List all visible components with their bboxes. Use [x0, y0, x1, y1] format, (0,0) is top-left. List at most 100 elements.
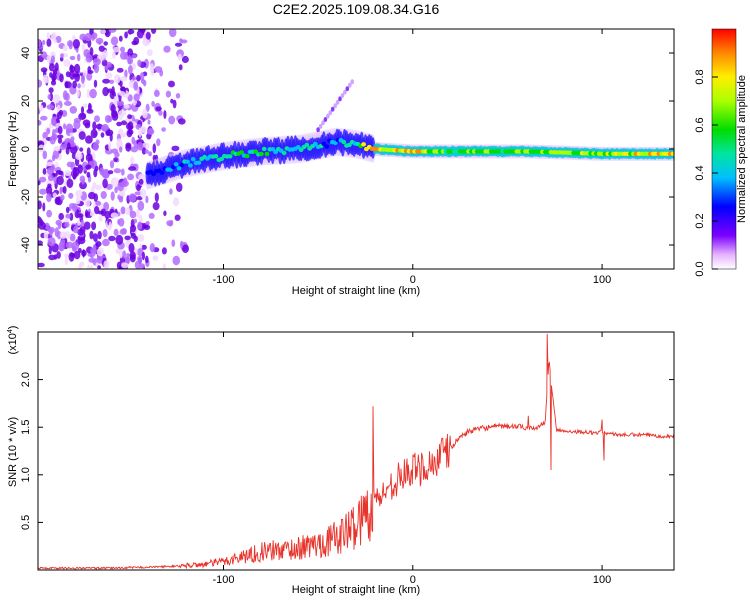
spectrogram-noise-cell — [152, 202, 160, 211]
spectrogram-ridge-cell — [170, 164, 176, 170]
spectrogram-noise-cell — [141, 244, 147, 250]
spectrogram-noise-cell — [82, 69, 88, 77]
spectrogram-noise-cell — [102, 78, 110, 84]
spectrogram-noise-cell — [78, 247, 82, 254]
spectrogram-noise-cell — [177, 118, 186, 125]
spectrogram-noise-cell — [44, 222, 50, 230]
spectrogram-noise-cell — [80, 106, 85, 114]
spectrogram-noise-cell — [77, 237, 86, 245]
spectrogram-noise-cell — [38, 200, 42, 210]
spectrogram-noise-cell — [154, 89, 160, 97]
spectrogram-noise-cell — [124, 69, 128, 79]
spectrogram-ridge-cell — [244, 153, 250, 159]
spectrogram-noise-cell — [86, 171, 91, 178]
spectrogram-noise-cell — [136, 184, 142, 192]
spectrogram-ridge-cell — [264, 151, 270, 157]
spectrogram-noise-cell — [137, 255, 143, 262]
spectrogram-noise-cell — [38, 221, 46, 230]
spectrogram-ridge-cell — [273, 149, 278, 155]
spectrogram-panel: -100 0 100 -40 -20 0 20 40 Height of straight … — [7, 28, 675, 297]
spectrogram-noise-cell — [47, 94, 51, 100]
spectrogram-noise-cell — [128, 166, 137, 171]
spectrogram-noise-cell — [156, 138, 161, 147]
spectrogram-ridge-cell — [281, 150, 287, 156]
spectrogram-noise-cell — [38, 180, 41, 186]
spectrogram-noise-cell — [55, 35, 62, 44]
spectrogram-noise-cell — [106, 183, 113, 190]
spectrogram-noise-cell — [83, 103, 88, 109]
spectrogram-noise-cell — [80, 219, 85, 228]
spectrogram-noise-cell — [46, 38, 52, 47]
spectrogram-noise-cell — [93, 63, 100, 74]
spectrogram-y-tick-label: -20 — [20, 189, 32, 205]
spectrogram-x-tick-label: 100 — [593, 274, 611, 286]
spectrogram-noise-cell — [119, 146, 123, 153]
spectrogram-noise-cell — [171, 145, 180, 152]
spectrogram-noise-cell — [38, 120, 42, 126]
spectrogram-ridge-cell — [190, 157, 196, 162]
spectrogram-noise-cell — [141, 78, 145, 85]
spectrogram-noise-cell — [46, 104, 54, 110]
spectrogram-noise-cell — [168, 222, 173, 227]
spectrogram-noise-cell — [64, 92, 70, 102]
spectrogram-noise-cell — [148, 212, 155, 219]
spectrogram-noise-cell — [163, 210, 167, 217]
spectrogram-noise-cell — [113, 228, 119, 236]
spectrogram-noise-cell — [47, 174, 54, 182]
spectrogram-noise-cell — [77, 83, 81, 89]
snr-x-tick-label: 0 — [410, 574, 416, 586]
spectrogram-noise-cell — [113, 74, 121, 84]
spectrogram-noise-cell — [38, 176, 47, 183]
colorbar-tick-label: 0.8 — [694, 69, 706, 84]
snr-ylabel: SNR (10 * v/v) — [7, 417, 19, 487]
spectrogram-noise-cell — [90, 34, 96, 41]
spectrogram-noise-cell — [52, 94, 61, 104]
spectrogram-noise-cell — [69, 55, 76, 61]
spectrogram-noise-cell — [100, 132, 105, 138]
spectrogram-noise-cell — [127, 173, 135, 181]
spectrogram-noise-cell — [39, 104, 44, 112]
spectrogram-noise-cell — [86, 88, 90, 99]
spectrogram-noise-cell — [66, 142, 71, 150]
spectrogram-noise-cell — [123, 104, 130, 109]
spectrogram-noise-cell — [104, 65, 109, 71]
spectrogram-noise-cell — [57, 134, 64, 139]
spectrogram-noise-cell — [69, 145, 78, 154]
spectrogram-noise-cell — [85, 164, 92, 170]
spectrogram-ridge-cell — [321, 141, 327, 146]
spectrogram-noise-cell — [78, 112, 87, 120]
spectrogram-noise-cell — [91, 221, 97, 231]
spectrogram-noise-cell — [76, 89, 80, 98]
spectrogram-noise-cell — [79, 147, 84, 152]
spectrogram-noise-cell — [102, 238, 110, 247]
spectrogram-noise-cell — [50, 164, 56, 173]
spectrogram-noise-cell — [110, 177, 119, 187]
spectrogram-branch-cell — [333, 103, 338, 109]
spectrogram-noise-cell — [118, 196, 124, 203]
spectrogram-noise-cell — [118, 91, 126, 96]
spectrogram-noise-cell — [125, 256, 130, 264]
spectrogram-branch-cell — [321, 120, 325, 126]
spectrogram-noise-cell — [133, 93, 140, 102]
spectrogram-noise-cell — [100, 191, 107, 199]
spectrogram-noise-cell — [121, 132, 127, 138]
spectrogram-noise-cell — [130, 146, 138, 153]
spectrogram-noise-cell — [54, 62, 59, 72]
spectrogram-ridge-cell — [253, 149, 259, 154]
snr-x-axis: -100 0 100 — [212, 332, 611, 586]
spectrogram-noise-cell — [84, 32, 92, 42]
spectrogram-noise-cell — [81, 82, 86, 88]
spectrogram-noise-cell — [79, 181, 87, 190]
spectrogram-ridge-cell — [227, 154, 233, 159]
spectrogram-y-tick-label: 20 — [20, 95, 32, 107]
spectrogram-noise-cell — [140, 188, 147, 199]
snr-multiplier: (x104) — [7, 326, 19, 355]
spectrogram-noise-cell — [113, 95, 118, 106]
spectrogram-noise-cell — [46, 32, 50, 40]
spectrogram-noise-cell — [38, 39, 41, 48]
spectrogram-noise-cell — [116, 67, 124, 73]
spectrogram-noise-cell — [90, 247, 97, 254]
spectrogram-noise-cell — [126, 253, 130, 258]
spectrogram-noise-cell — [47, 237, 56, 247]
spectrogram-noise-cell — [53, 39, 57, 44]
